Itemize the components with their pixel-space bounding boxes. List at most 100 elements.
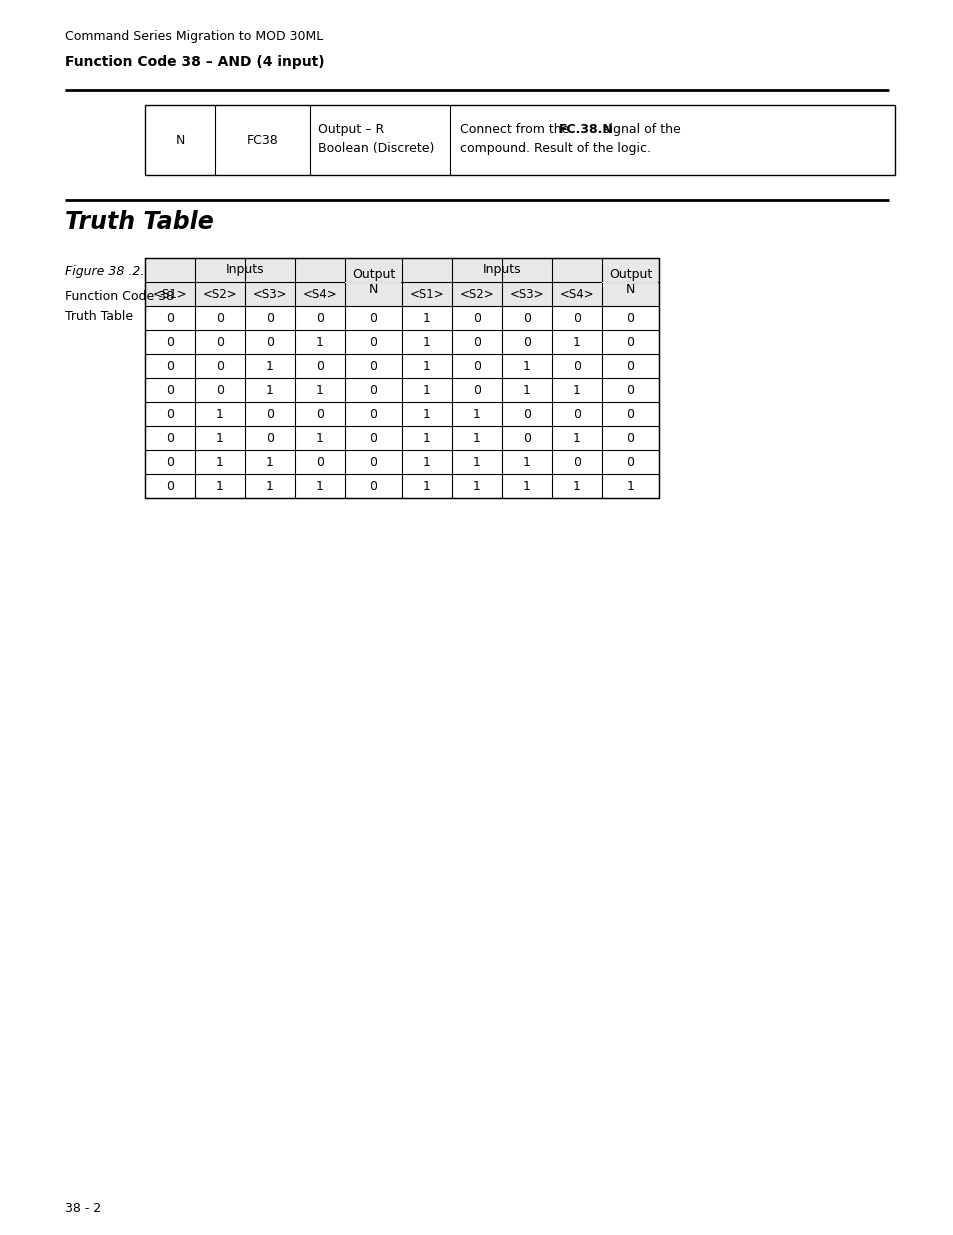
Text: 0: 0 (369, 311, 377, 325)
Text: 1: 1 (422, 311, 431, 325)
Text: 0: 0 (626, 336, 634, 348)
Text: 0: 0 (215, 336, 224, 348)
Text: Truth Table: Truth Table (65, 310, 133, 324)
Text: FC.38.N: FC.38.N (558, 124, 613, 136)
Text: Function Code 38: Function Code 38 (65, 290, 174, 303)
Text: <S3>: <S3> (253, 288, 287, 300)
Text: 0: 0 (573, 456, 580, 468)
Text: <S2>: <S2> (202, 288, 237, 300)
Text: compound. Result of the logic.: compound. Result of the logic. (459, 142, 650, 156)
Text: 0: 0 (315, 408, 324, 420)
Text: 0: 0 (369, 479, 377, 493)
Text: 0: 0 (626, 384, 634, 396)
Text: 0: 0 (215, 384, 224, 396)
Text: 1: 1 (315, 431, 324, 445)
Text: 0: 0 (522, 311, 531, 325)
Text: 0: 0 (626, 431, 634, 445)
Text: 1: 1 (473, 408, 480, 420)
Text: 0: 0 (573, 359, 580, 373)
Text: FC38: FC38 (247, 133, 278, 147)
Text: 0: 0 (369, 456, 377, 468)
Text: N: N (175, 133, 185, 147)
Text: Figure 38 .2.: Figure 38 .2. (65, 266, 144, 278)
Text: 0: 0 (266, 336, 274, 348)
Text: 0: 0 (626, 311, 634, 325)
Text: 0: 0 (166, 479, 173, 493)
Text: 0: 0 (369, 408, 377, 420)
Text: 0: 0 (369, 384, 377, 396)
Text: 0: 0 (473, 384, 480, 396)
Text: 1: 1 (422, 479, 431, 493)
Text: 1: 1 (473, 431, 480, 445)
Text: Boolean (Discrete): Boolean (Discrete) (317, 142, 434, 156)
Text: 1: 1 (266, 479, 274, 493)
Text: Truth Table: Truth Table (65, 210, 213, 233)
Text: 0: 0 (266, 408, 274, 420)
Text: 0: 0 (522, 408, 531, 420)
Text: Function Code 38 – AND (4 input): Function Code 38 – AND (4 input) (65, 56, 324, 69)
Text: 0: 0 (369, 359, 377, 373)
Text: Connect from the: Connect from the (459, 124, 573, 136)
Text: 0: 0 (573, 408, 580, 420)
Text: 0: 0 (166, 359, 173, 373)
Text: <S3>: <S3> (509, 288, 543, 300)
Text: 1: 1 (215, 479, 224, 493)
Text: <S1>: <S1> (409, 288, 444, 300)
Text: 1: 1 (266, 359, 274, 373)
Text: 0: 0 (315, 456, 324, 468)
Text: Inputs: Inputs (482, 263, 520, 277)
Text: <S4>: <S4> (302, 288, 337, 300)
Text: Output – R: Output – R (317, 124, 384, 136)
Text: 0: 0 (166, 311, 173, 325)
Text: 1: 1 (473, 456, 480, 468)
Text: 0: 0 (266, 431, 274, 445)
Text: <S1>: <S1> (152, 288, 187, 300)
Text: 0: 0 (626, 456, 634, 468)
Text: 0: 0 (166, 384, 173, 396)
Text: 1: 1 (573, 384, 580, 396)
Text: 1: 1 (422, 408, 431, 420)
Text: Output
N: Output N (352, 268, 395, 296)
Text: 1: 1 (573, 479, 580, 493)
Text: 0: 0 (369, 336, 377, 348)
Text: 0: 0 (266, 311, 274, 325)
Text: <S2>: <S2> (459, 288, 494, 300)
Text: 0: 0 (315, 311, 324, 325)
Text: Output
N: Output N (608, 268, 652, 296)
Text: 0: 0 (473, 336, 480, 348)
Text: Inputs: Inputs (226, 263, 264, 277)
Text: 0: 0 (369, 431, 377, 445)
Text: 0: 0 (626, 359, 634, 373)
Text: 1: 1 (473, 479, 480, 493)
Text: 0: 0 (573, 311, 580, 325)
Text: 1: 1 (626, 479, 634, 493)
Text: 1: 1 (266, 384, 274, 396)
Text: 1: 1 (315, 479, 324, 493)
Text: 0: 0 (626, 408, 634, 420)
Text: 38 - 2: 38 - 2 (65, 1202, 101, 1215)
Text: 1: 1 (522, 384, 531, 396)
Text: 1: 1 (422, 359, 431, 373)
Text: 0: 0 (166, 431, 173, 445)
Text: 1: 1 (422, 456, 431, 468)
Text: 1: 1 (422, 384, 431, 396)
Text: 1: 1 (573, 431, 580, 445)
Bar (145, 105, 894, 175)
Text: 1: 1 (422, 336, 431, 348)
Text: 0: 0 (522, 431, 531, 445)
Text: 1: 1 (522, 456, 531, 468)
Bar (345, 282, 401, 283)
Text: 1: 1 (522, 479, 531, 493)
Text: 1: 1 (573, 336, 580, 348)
Text: 0: 0 (166, 336, 173, 348)
Text: 0: 0 (215, 359, 224, 373)
Text: 0: 0 (215, 311, 224, 325)
Text: 1: 1 (315, 336, 324, 348)
Text: 1: 1 (315, 384, 324, 396)
Text: 0: 0 (473, 311, 480, 325)
Text: 0: 0 (522, 336, 531, 348)
Text: 1: 1 (522, 359, 531, 373)
Text: 1: 1 (266, 456, 274, 468)
Text: 0: 0 (315, 359, 324, 373)
Text: 0: 0 (166, 408, 173, 420)
